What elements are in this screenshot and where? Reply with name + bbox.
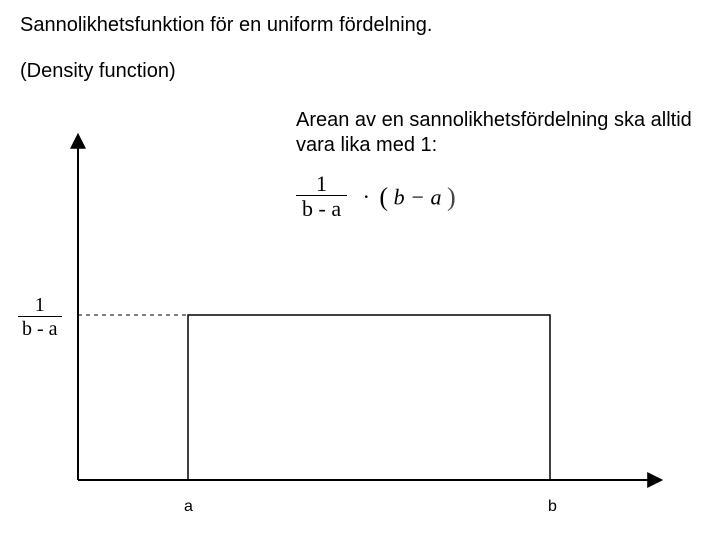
x-tick-a: a — [184, 498, 193, 516]
uniform-pdf-chart — [60, 130, 680, 500]
y-axis-label: 1 b - a — [18, 294, 62, 342]
y-label-numerator: 1 — [18, 294, 62, 317]
x-tick-b: b — [548, 498, 557, 516]
page-title: Sannolikhetsfunktion för en uniform förd… — [20, 14, 432, 37]
page-subtitle: (Density function) — [20, 60, 176, 83]
y-label-denominator: b - a — [18, 317, 62, 342]
